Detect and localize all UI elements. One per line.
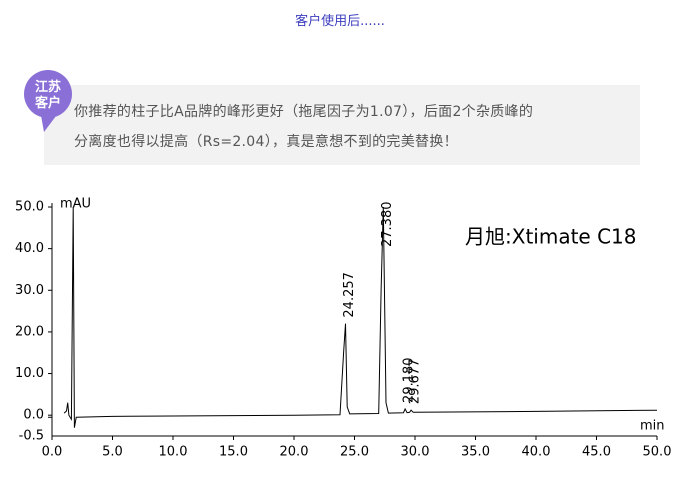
y-tick-label: 40.0 — [15, 241, 44, 256]
x-tick-label: 40.0 — [522, 445, 551, 460]
x-tick-label: 25.0 — [340, 445, 369, 460]
y-tick-label: -0.5 — [19, 429, 44, 444]
x-tick-label: 5.0 — [102, 445, 123, 460]
x-tick-label: 50.0 — [643, 445, 672, 460]
annotation: 月旭:Xtimate C18 — [465, 225, 637, 249]
quote-line: 分离度也得以提高（Rs=2.04），真是意想不到的完美替换！ — [74, 134, 458, 150]
x-tick-label: 0.0 — [42, 445, 63, 460]
badge-text: 江苏 — [34, 80, 61, 95]
quote-box: 你推荐的柱子比A品牌的峰形更好（拖尾因子为1.07），后面2个杂质峰的 分离度也… — [44, 85, 640, 165]
y-axis-label: mAU — [60, 197, 91, 212]
peak-label: 24.257 — [342, 272, 357, 318]
badge-text: 客户 — [34, 96, 61, 111]
peak-label: 29.677 — [408, 359, 423, 405]
badge-tail — [40, 110, 56, 132]
peak-label: 29.180 — [402, 357, 417, 403]
x-tick-label: 10.0 — [159, 445, 188, 460]
header-title: 客户使用后...... — [295, 14, 385, 29]
y-tick-label: 30.0 — [15, 283, 44, 298]
trace — [63, 206, 658, 428]
y-tick-label: 10.0 — [15, 366, 44, 381]
quote-line: 你推荐的柱子比A品牌的峰形更好（拖尾因子为1.07），后面2个杂质峰的 — [74, 104, 534, 120]
x-tick-label: 45.0 — [582, 445, 611, 460]
y-tick-label: 50.0 — [15, 200, 44, 215]
y-tick-label: 20.0 — [15, 324, 44, 339]
x-axis-label: min — [640, 419, 665, 434]
peak-label: 27.380 — [380, 202, 395, 248]
x-tick-label: 30.0 — [401, 445, 430, 460]
x-tick-label: 15.0 — [219, 445, 248, 460]
badge: 江苏 客户 — [24, 70, 72, 118]
x-tick-label: 20.0 — [280, 445, 309, 460]
x-tick-label: 35.0 — [461, 445, 490, 460]
y-tick-label: 0.0 — [23, 408, 44, 423]
